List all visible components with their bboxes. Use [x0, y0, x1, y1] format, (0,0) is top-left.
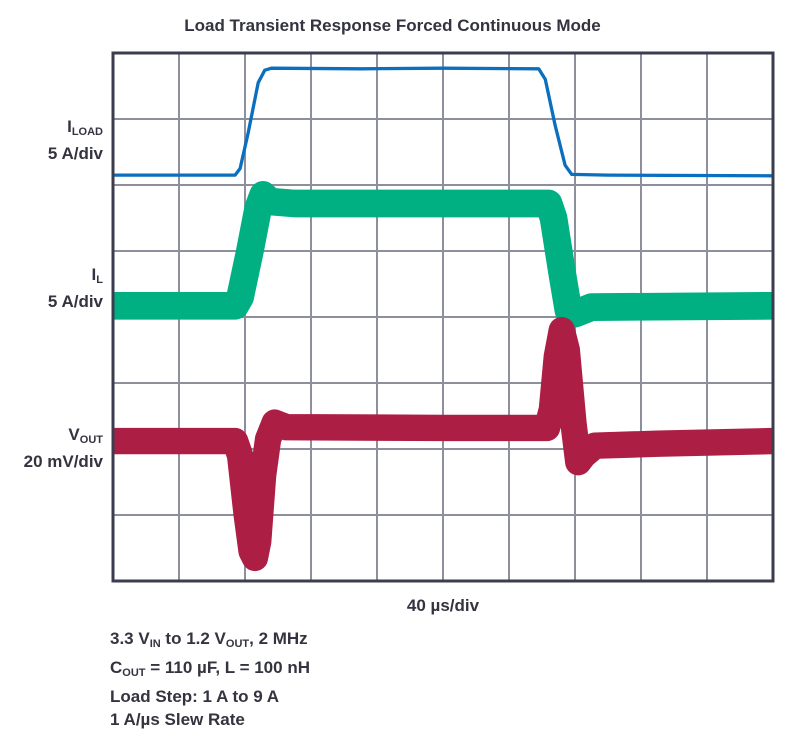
note-line: 1 A/µs Slew Rate [110, 708, 310, 731]
note-text: Load Step: 1 A to 9 A [110, 687, 280, 706]
note-line: COUT = 110 µF, L = 100 nH [110, 656, 310, 685]
label-main: I [67, 117, 72, 136]
y-label-vout: VOUT 20 mV/div [24, 424, 103, 473]
note-text: , 2 MHz [249, 629, 308, 648]
trace-il [113, 181, 774, 328]
label-sub: LOAD [71, 126, 103, 138]
note-text: 3.3 V [110, 629, 150, 648]
note-line: 3.3 VIN to 1.2 VOUT, 2 MHz [110, 627, 310, 656]
chart-title: Load Transient Response Forced Continuou… [184, 16, 601, 35]
scale-label: 5 A/div [47, 144, 103, 163]
y-label-iload: ILOAD 5 A/div [48, 116, 103, 165]
note-text: 1 A/µs Slew Rate [110, 710, 245, 729]
note-subscript: IN [149, 638, 161, 650]
note-subscript: OUT [225, 638, 250, 650]
y-label-il: IL 5 A/div [48, 264, 103, 313]
label-main: I [91, 265, 97, 284]
label-sub: L [96, 274, 103, 286]
plot-frame [111, 51, 775, 583]
trace-vout [113, 317, 774, 572]
x-axis-label: 40 µs/div [406, 596, 480, 615]
note-text: C [110, 658, 123, 677]
label-main: V [68, 425, 80, 444]
scale-label: 20 mV/div [23, 452, 103, 471]
note-subscript: OUT [122, 667, 146, 679]
note-text: to 1.2 V [160, 629, 226, 648]
note-text: = 110 µF, L = 100 nH [145, 658, 310, 677]
scale-label: 5 A/div [47, 292, 103, 311]
trace-iload [113, 66, 774, 178]
test-conditions: 3.3 VIN to 1.2 VOUT, 2 MHz COUT = 110 µF,… [110, 627, 310, 731]
note-line: Load Step: 1 A to 9 A [110, 685, 310, 708]
label-sub: OUT [79, 434, 103, 446]
